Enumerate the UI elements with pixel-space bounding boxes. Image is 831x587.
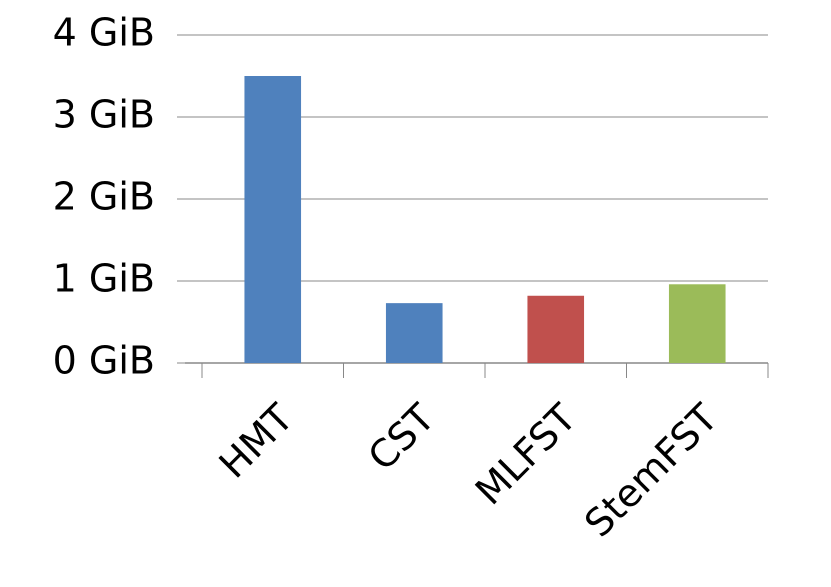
x-tick-label: HMT xyxy=(211,395,302,486)
y-tick-label: 2 GiB xyxy=(53,175,155,219)
bar xyxy=(244,76,302,363)
bar xyxy=(385,303,443,363)
bar xyxy=(527,295,585,363)
bar xyxy=(668,284,726,363)
x-tick-label: MLFST xyxy=(467,395,585,513)
y-tick-label: 4 GiB xyxy=(53,11,155,55)
x-tick-label: StemFST xyxy=(576,395,726,545)
y-tick-label: 1 GiB xyxy=(53,257,155,301)
x-tick-label: CST xyxy=(360,395,444,479)
y-tick-label: 0 GiB xyxy=(53,339,155,383)
y-tick-label: 3 GiB xyxy=(53,93,155,137)
